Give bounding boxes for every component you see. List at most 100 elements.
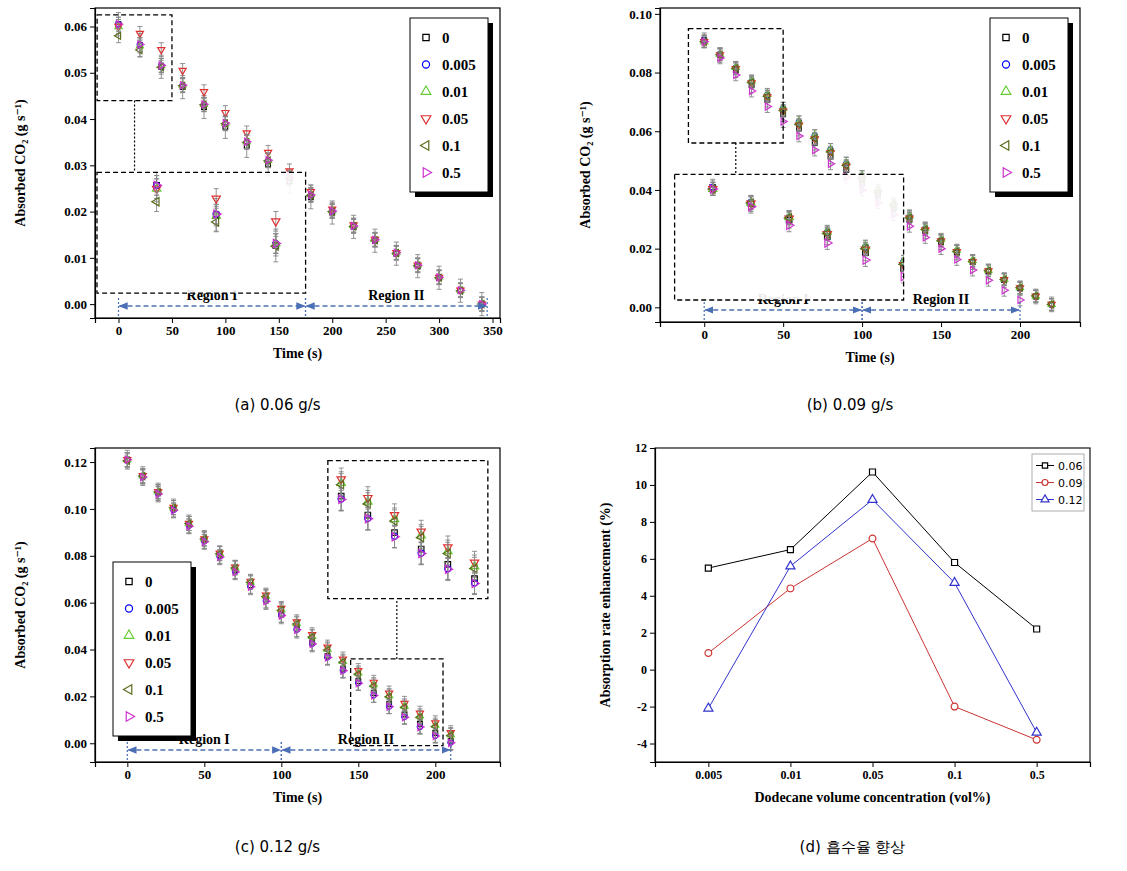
error-bar-cap [954,253,959,254]
error-bar-cap [140,485,145,486]
error-bar-cap [202,549,207,550]
error-bar-line [268,153,269,167]
tick: 0.06 [64,19,95,34]
error-bar-line [481,297,482,311]
error-bar-cap [479,297,484,298]
error-bar-cap [812,129,817,130]
tick-mark [655,73,660,74]
zoom-connector [134,101,135,173]
tick-label: 0.12 [64,455,87,470]
error-bar-line [332,204,333,218]
plot-frame [95,8,500,318]
error-bar-line [460,283,461,297]
error-bar-cap [923,243,928,244]
point [200,90,207,96]
tick: 50 [166,318,179,338]
error-bar-line [789,219,790,232]
error-bar-cap [415,272,420,273]
error-bar-cap [154,175,159,176]
error-bar-line [374,232,375,246]
point [1002,287,1008,294]
error-bar [710,182,715,195]
error-bar-line [118,17,119,31]
tick-label: 0.02 [629,241,652,256]
error-bar-cap [437,269,442,270]
error-bar [154,176,159,196]
error-bar-cap [1049,298,1054,299]
point [223,120,229,127]
error-bar-cap [159,42,164,43]
error-bar-cap [939,234,944,235]
error-bar-line [712,179,713,195]
error-bar-cap [159,72,164,73]
point [734,71,740,78]
error-bar-cap [351,218,356,219]
error-bar-cap [266,167,271,168]
error-bar-cap [330,200,335,201]
error-bar-cap [273,253,278,254]
error-bar-cap [372,232,377,233]
inset-point [273,239,280,247]
error-bar-cap [1049,310,1054,311]
axis-line [90,9,96,319]
error-bar-line [1051,299,1052,311]
error-bar-cap [154,175,159,176]
point [1032,292,1038,299]
tick: 0.12 [64,455,95,470]
error-bar-cap [273,261,278,262]
tick-label: 0.10 [629,7,652,22]
tick: 200 [323,318,343,338]
error-bar-cap [308,201,313,202]
error-bar-cap [1018,293,1023,294]
legend-label: 0.1 [1022,138,1041,154]
error-bar-cap [415,254,420,255]
error-bar-cap [273,255,278,256]
point [747,79,753,86]
error-bar-cap [828,157,833,158]
legend-marker [422,61,429,68]
point [923,234,929,241]
error-bar-cap [765,100,770,101]
tick-mark [90,603,95,604]
legend-marker [420,141,428,151]
series-group [710,181,904,269]
error-bar-cap [718,48,723,49]
axis-line [655,9,661,323]
inset-point [787,221,794,229]
error-bar-cap [702,47,707,48]
error-bar-cap [1049,310,1054,311]
error-bar-cap [125,466,130,467]
error-bar-cap [1002,273,1007,274]
point [750,87,756,94]
error-bar-cap [1049,298,1054,299]
error-bar-cap [1018,281,1023,282]
error-bar-cap [223,116,228,117]
error-bar-cap [372,232,377,233]
error-bar [825,226,830,239]
error-bar-line [704,36,705,48]
error-bar-cap [266,167,271,168]
error-bar-line [327,650,328,664]
error-bar-line [417,259,418,273]
inset-point [784,214,791,222]
error-bar-line [216,204,217,224]
error-bar-cap [356,690,361,691]
error-bar-cap [796,118,801,119]
point [437,274,443,281]
error-bar-cap [154,195,159,196]
y-axis-title: Absorbed CO₂ (g s⁻¹) [13,99,29,227]
tick-label: 0.08 [629,65,652,80]
error-bar-cap [986,264,991,265]
error-bar-cap [458,297,463,298]
error-bar-cap [479,311,484,312]
error-bar-cap [180,77,185,78]
error-bar-cap [825,249,830,250]
error-bar-cap [939,254,944,255]
error-bar-cap [180,78,185,79]
error-bar-line [396,246,397,260]
error-bar-cap [186,516,191,517]
error-bar-cap [137,37,142,38]
legend-marker [421,116,431,124]
tick-label: 250 [376,323,396,338]
tick-label: 50 [166,323,179,338]
